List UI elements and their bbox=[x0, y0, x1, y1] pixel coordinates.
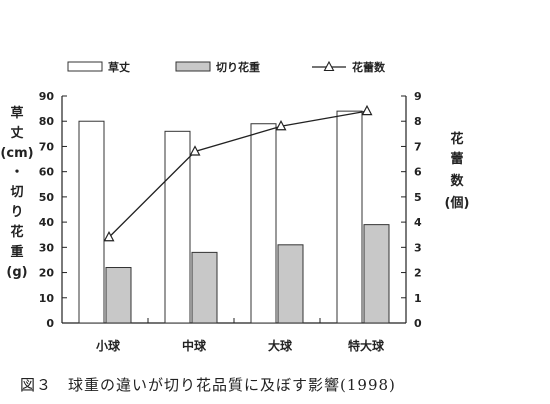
left-axis-label-part: り bbox=[10, 205, 23, 220]
legend-label-karaisu: 花蕾数 bbox=[352, 60, 386, 74]
legend-swatch-kusatake bbox=[67, 61, 103, 72]
line-karaisu bbox=[108, 110, 368, 238]
left-tick-label: 70 bbox=[39, 140, 55, 153]
right-tick-label: 9 bbox=[414, 90, 422, 103]
category-label: 中球 bbox=[182, 338, 207, 353]
bar-kiribanaju bbox=[105, 267, 132, 324]
right-tick-label: 3 bbox=[414, 241, 422, 254]
bar-kiribanaju bbox=[191, 251, 218, 324]
left-axis-label-part: 丈 bbox=[10, 126, 23, 141]
bar-kusatake bbox=[164, 130, 191, 324]
legend-swatch-kiribanaju bbox=[175, 61, 211, 72]
right-axis-label-part: 蕾 bbox=[450, 151, 463, 167]
left-axis-label-part: 切 bbox=[10, 185, 23, 200]
left-axis-label-part: 草 bbox=[10, 105, 23, 121]
right-axis-label-part: 数 bbox=[450, 173, 464, 189]
line-point bbox=[275, 119, 287, 131]
bar-kiribanaju bbox=[277, 244, 304, 324]
category-label: 特大球 bbox=[348, 338, 385, 353]
left-tick-label: 30 bbox=[39, 241, 55, 254]
bar-kusatake bbox=[78, 120, 105, 324]
legend-label-kusatake: 草丈 bbox=[108, 60, 130, 74]
left-tick-label: 60 bbox=[39, 166, 55, 179]
left-axis-label-part: (g) bbox=[6, 265, 27, 280]
figure-caption: 図３ 球重の違いが切り花品質に及ぼす影響(1998) bbox=[20, 376, 396, 394]
line-point bbox=[361, 104, 373, 116]
right-tick-label: 7 bbox=[414, 140, 422, 153]
right-tick-label: 0 bbox=[414, 317, 422, 330]
right-axis-label-part: (個) bbox=[445, 195, 470, 211]
bar-kiribanaju bbox=[363, 224, 390, 324]
left-tick-label: 90 bbox=[39, 90, 55, 103]
line-series bbox=[103, 104, 373, 242]
right-tick-label: 6 bbox=[414, 166, 422, 179]
axes: 0 10 20 30 40 50 60 70 80 90 0 1 2 3 4 5 6 7 8 9 bbox=[39, 90, 422, 330]
left-tick-label: 50 bbox=[39, 191, 55, 204]
right-tick-label: 8 bbox=[414, 115, 422, 128]
left-tick-label: 20 bbox=[39, 267, 55, 280]
left-tick-label: 0 bbox=[46, 317, 54, 330]
right-tick-label: 4 bbox=[414, 216, 422, 229]
left-axis-label-part: ・ bbox=[10, 165, 23, 180]
left-axis-label-part: 花 bbox=[10, 224, 23, 240]
left-tick-label: 40 bbox=[39, 216, 55, 229]
left-axis-label: 草丈 (cm) ・切り花重 (g) bbox=[0, 105, 33, 280]
right-axis-label: 花蕾数 (個) bbox=[445, 131, 470, 211]
right-tick-label: 1 bbox=[414, 292, 422, 305]
left-axis-label-part: (cm) bbox=[0, 146, 33, 161]
bar-kusatake bbox=[336, 110, 363, 324]
category-labels: 小球 中球 大球 特大球 bbox=[96, 338, 385, 353]
right-axis-label-part: 花 bbox=[450, 131, 463, 147]
category-label: 小球 bbox=[96, 338, 121, 353]
left-axis-label-part: 重 bbox=[10, 244, 23, 260]
right-tick-label: 5 bbox=[414, 191, 422, 204]
legend-marker-karaisu bbox=[323, 60, 335, 72]
line-point bbox=[189, 145, 201, 156]
legend: 草丈 切り花重 花蕾数 bbox=[67, 60, 386, 74]
left-tick-label: 10 bbox=[39, 292, 55, 305]
legend-label-kiribanaju: 切り花重 bbox=[216, 60, 260, 74]
left-tick-label: 80 bbox=[39, 115, 55, 128]
category-label: 大球 bbox=[268, 338, 293, 353]
right-tick-label: 2 bbox=[414, 267, 422, 280]
line-point bbox=[103, 230, 115, 242]
bar-kusatake bbox=[250, 123, 277, 324]
bars bbox=[78, 110, 390, 324]
